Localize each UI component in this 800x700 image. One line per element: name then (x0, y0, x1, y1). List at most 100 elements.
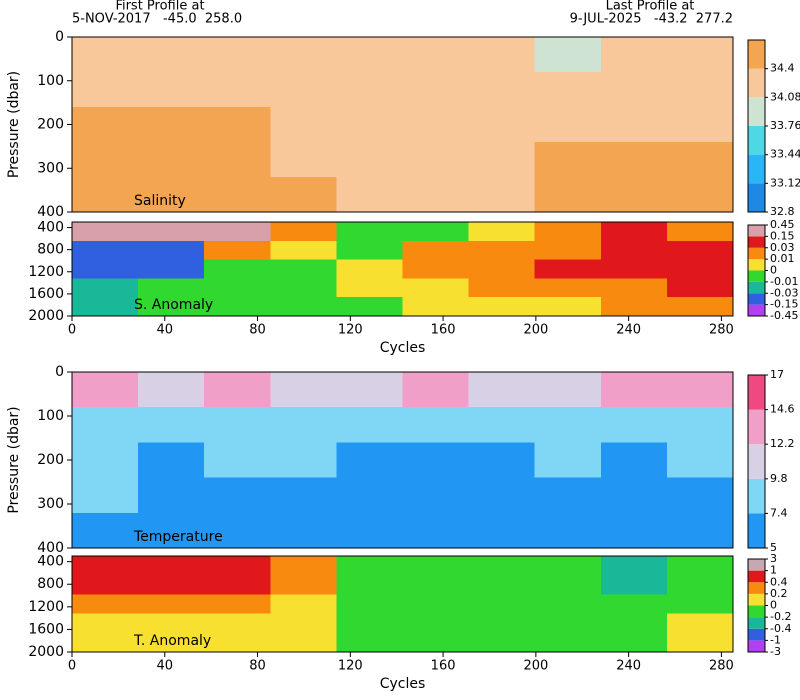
cell (534, 613, 602, 634)
cell (600, 594, 668, 615)
colorbar-tick-label: 14.6 (770, 403, 795, 416)
cell (402, 107, 470, 143)
colorbar-bin (748, 605, 765, 618)
cell (138, 613, 205, 634)
cell (138, 259, 205, 279)
cell (666, 177, 734, 213)
y-tick-label: 0 (55, 29, 64, 45)
colorbar-tick-label: -0.15 (770, 298, 798, 311)
cell (534, 177, 602, 213)
cell (468, 594, 536, 615)
y-tick-label: 400 (37, 540, 64, 556)
cell (534, 477, 602, 514)
y-axis-label: Pressure (dbar) (6, 71, 22, 178)
y-tick-label: 400 (37, 220, 64, 236)
colorbar-tick-label: 33.44 (770, 148, 800, 161)
cell (270, 72, 337, 108)
cell (72, 177, 139, 213)
cell (72, 107, 139, 143)
cell (72, 240, 139, 261)
colorbar-bin (748, 259, 765, 271)
colorbar-tick-label: -0.4 (770, 622, 791, 635)
cell (402, 613, 470, 634)
cell (534, 240, 602, 261)
y-tick-label: 1200 (28, 264, 64, 280)
cell (336, 278, 403, 298)
cell (72, 142, 139, 178)
cell (534, 632, 602, 653)
colorbar-tick-label: 0.03 (770, 241, 795, 254)
cell (138, 240, 205, 261)
x-tick-label: 240 (616, 323, 641, 338)
cell (402, 222, 470, 242)
cell (204, 259, 271, 279)
colorbar-bin (748, 68, 765, 98)
cell (204, 556, 271, 576)
colorbar-tick-label: -1 (770, 633, 781, 646)
cell (600, 72, 668, 108)
cell (666, 407, 734, 443)
cell (468, 107, 536, 143)
cell (468, 222, 536, 242)
x-tick-label: 280 (709, 323, 734, 338)
plot-frame (71, 555, 734, 653)
cell (600, 259, 668, 279)
cell (138, 222, 205, 242)
colorbar-bin (748, 126, 765, 155)
x-tick-label: 160 (431, 659, 456, 674)
cell (336, 107, 403, 143)
x-tick-label: 160 (431, 323, 456, 338)
cell (270, 259, 337, 279)
cell (336, 632, 403, 653)
colorbar-tick-label: 0.4 (770, 575, 788, 588)
cell (336, 240, 403, 261)
cell (666, 278, 734, 298)
cell (72, 556, 139, 576)
cell (600, 632, 668, 653)
cell (270, 222, 337, 242)
cell (270, 142, 337, 178)
cell (534, 107, 602, 143)
cell (72, 297, 139, 317)
x-tick-label: 80 (249, 323, 266, 338)
cell (402, 297, 470, 317)
cell (600, 297, 668, 317)
colorbar-tick-label: 3 (770, 552, 777, 565)
cell (534, 72, 602, 108)
cell (72, 259, 139, 279)
cell (468, 632, 536, 653)
colorbar-bin (748, 478, 765, 514)
cell (402, 372, 470, 408)
colorbar-tick-label: 0.15 (770, 229, 795, 242)
cell (138, 575, 205, 595)
cell (402, 594, 470, 615)
colorbar-bin (748, 593, 765, 606)
cell (204, 594, 271, 615)
colorbar-bin (748, 304, 765, 316)
cell (72, 632, 139, 653)
cell (666, 632, 734, 653)
colorbar-tick-label: -0.03 (770, 286, 798, 299)
cell (666, 556, 734, 576)
cell (666, 372, 734, 408)
x-tick-label: 40 (156, 659, 173, 674)
colorbar-tick-label: 17 (770, 368, 784, 381)
cell (468, 37, 536, 73)
cell (270, 512, 337, 549)
cell (336, 142, 403, 178)
cell (666, 477, 734, 514)
colorbar-bin (748, 570, 765, 583)
cell (72, 72, 139, 108)
cell (204, 512, 271, 549)
cell (402, 442, 470, 479)
cell (204, 613, 271, 634)
cell (534, 222, 602, 242)
colorbar-bin (748, 40, 765, 69)
cell (336, 512, 403, 549)
cell (336, 72, 403, 108)
x-tick-label: 120 (338, 323, 363, 338)
cell (402, 278, 470, 298)
cell (270, 297, 337, 317)
y-tick-label: 200 (37, 452, 64, 468)
cell (534, 512, 602, 549)
